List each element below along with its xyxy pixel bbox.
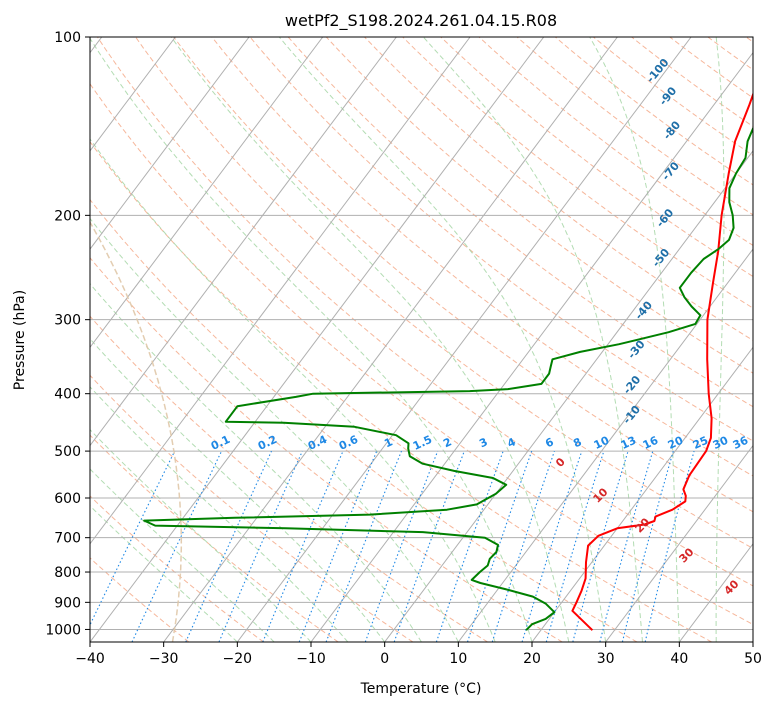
y-tick-label: 600: [54, 491, 81, 507]
x-tick-label: 40: [670, 651, 688, 667]
x-tick-label: −10: [296, 651, 326, 667]
x-tick-label: 30: [597, 651, 615, 667]
x-tick-label: 0: [380, 651, 389, 667]
x-tick-label: 50: [744, 651, 762, 667]
x-axis-label: Temperature (°C): [360, 681, 482, 697]
chart-title: wetPf2_S198.2024.261.04.15.R08: [285, 11, 557, 31]
y-tick-label: 500: [54, 444, 81, 460]
x-tick-label: 20: [523, 651, 541, 667]
y-tick-label: 200: [54, 208, 81, 224]
y-axis-label: Pressure (hPa): [12, 290, 28, 390]
y-tick-label: 300: [54, 313, 81, 329]
x-tick-label: 10: [449, 651, 467, 667]
y-tick-label: 400: [54, 387, 81, 403]
x-tick-label: −30: [149, 651, 179, 667]
y-tick-label: 1000: [45, 622, 81, 638]
y-tick-label: 900: [54, 595, 81, 611]
y-tick-label: 100: [54, 30, 81, 46]
y-tick-label: 800: [54, 565, 81, 581]
y-tick-label: 700: [54, 531, 81, 547]
x-tick-label: −20: [223, 651, 253, 667]
x-tick-label: −40: [75, 651, 105, 667]
